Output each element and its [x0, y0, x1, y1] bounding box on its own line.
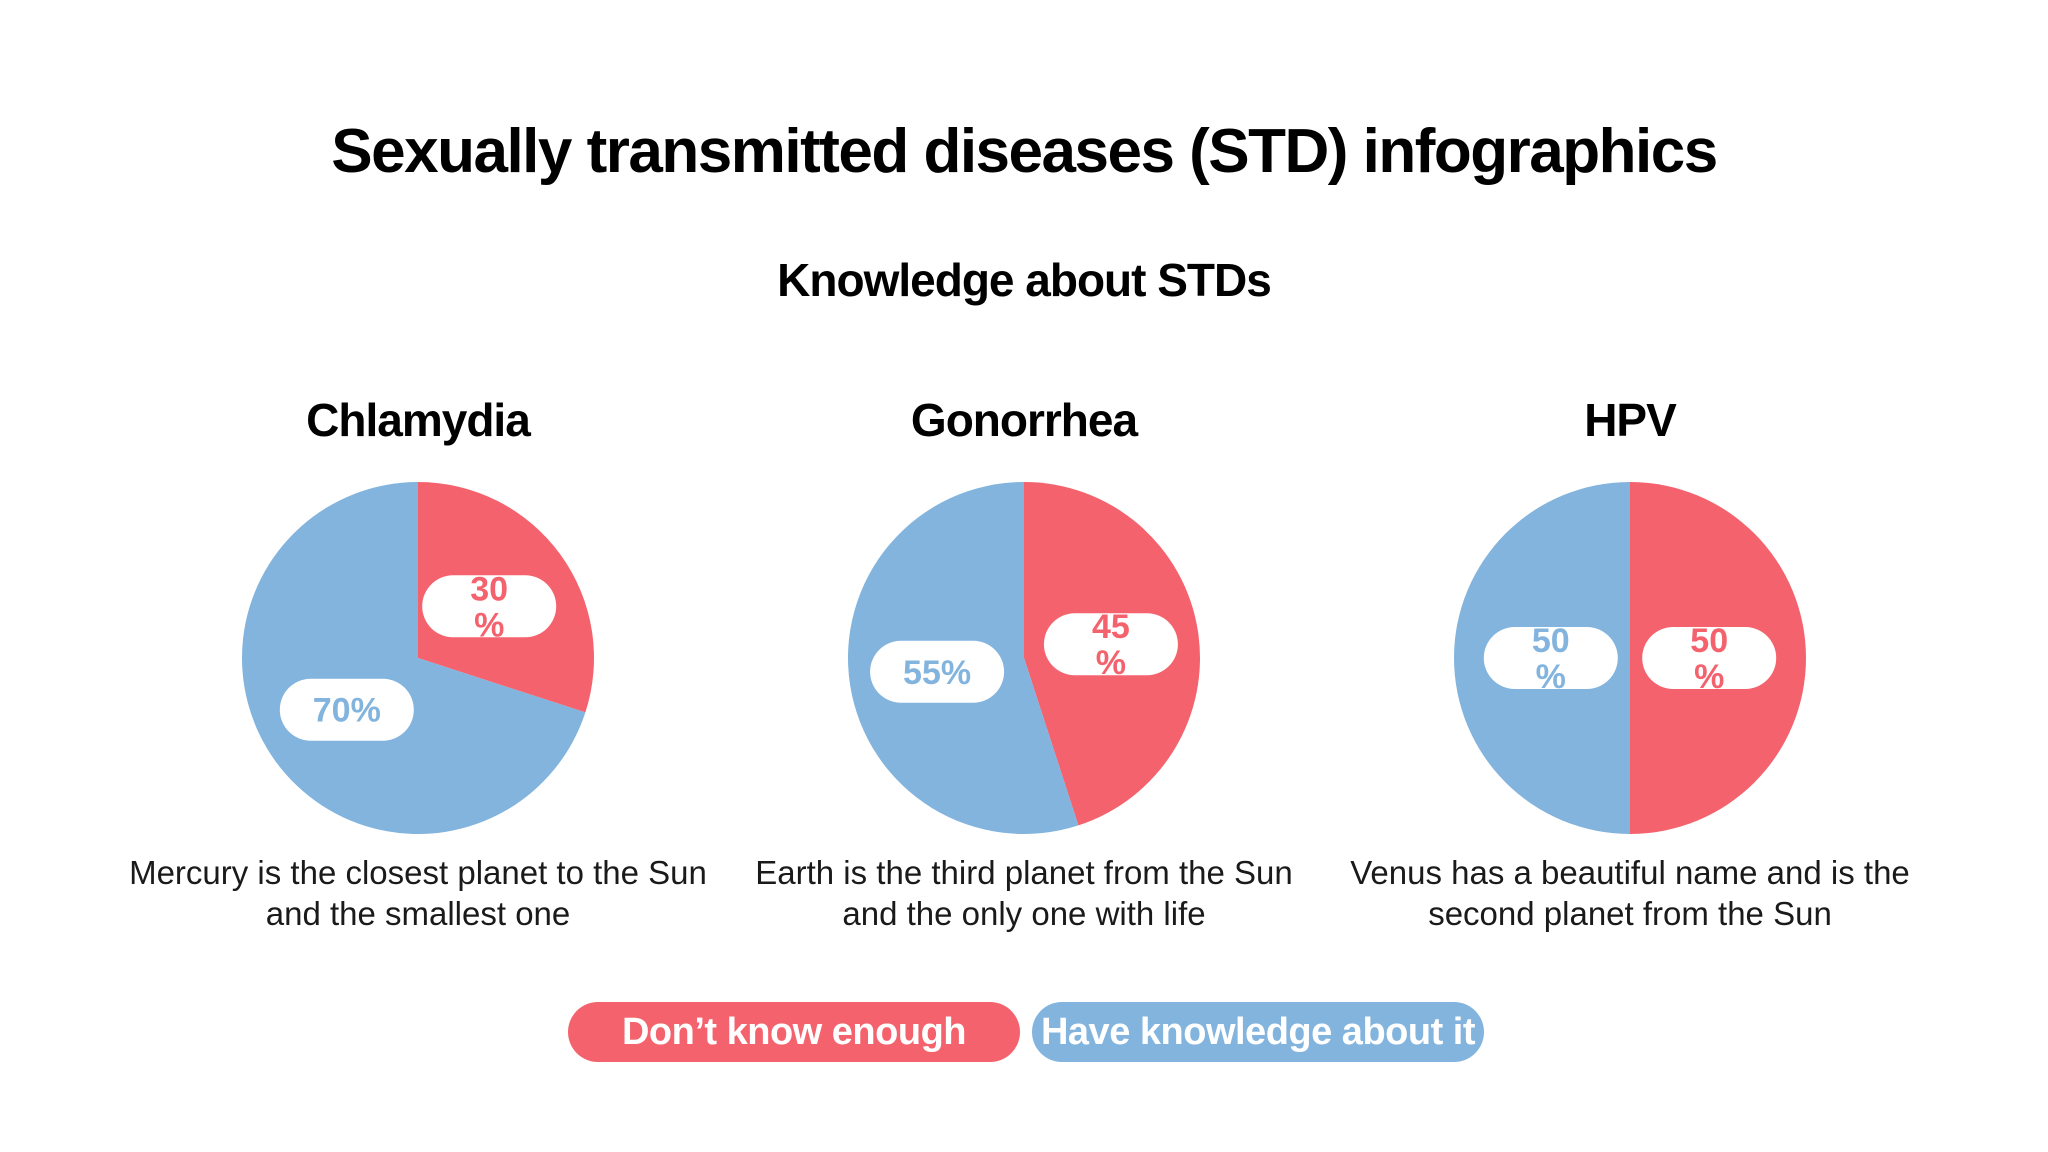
- chart-title: Gonorrhea: [910, 394, 1138, 446]
- data-label-have-knowledge: 55%: [870, 640, 1005, 703]
- chart-title: Chlamydia: [306, 394, 531, 446]
- data-label-text: 45%: [1092, 608, 1130, 682]
- data-label-have-knowledge: 50%: [1483, 622, 1618, 696]
- legend-dont-know: Don’t know enough: [568, 1002, 1020, 1062]
- data-label-text: 30%: [470, 570, 508, 644]
- data-label-bg: [279, 678, 414, 741]
- page-subtitle: Knowledge about STDs: [777, 254, 1272, 306]
- data-label-bg: [870, 640, 1005, 703]
- data-label-bg: [1043, 613, 1178, 676]
- data-label-have-knowledge: 70%: [279, 678, 414, 741]
- slice-have-knowledge: [242, 482, 586, 834]
- data-label-text: 55%: [903, 654, 971, 692]
- pie-chart: 45 % 55%: [848, 482, 1200, 834]
- pie-chart: 50 % 50%: [1454, 482, 1806, 834]
- data-label-bg: [1483, 627, 1618, 689]
- chart-chlamydia: Chlamydia 30% 70% Mercury is the closest …: [118, 380, 718, 940]
- data-label-text: 70%: [313, 692, 381, 730]
- chart-hpv: HPV 50% 50% Venus has a beautiful name an…: [1330, 380, 1930, 940]
- chart-description: Venus has a beautiful name and is the se…: [1350, 854, 1910, 932]
- data-label-dont-know: 30%: [422, 570, 557, 644]
- chart-description: Earth is the third planet from the Sun a…: [755, 854, 1293, 932]
- chart-title: HPV: [1584, 394, 1677, 446]
- chart-description: Mercury is the closest planet to the Sun…: [129, 854, 707, 932]
- data-label-dont-know: 50%: [1642, 622, 1777, 696]
- data-label-dont-know: 45%: [1043, 608, 1178, 682]
- data-label-bg: [422, 575, 557, 638]
- page-title: Sexually transmitted diseases (STD) info…: [331, 117, 1718, 186]
- data-label-bg: [1642, 627, 1777, 689]
- legend-have-knowledge: Have knowledge about it: [1032, 1002, 1484, 1062]
- data-label-text: 50%: [1532, 622, 1570, 696]
- data-label-text: 50%: [1690, 622, 1728, 696]
- chart-gonorrhea: Gonorrhea 45% 55% Earth is the third plan…: [724, 380, 1324, 940]
- pie-chart: 30 % 70%: [242, 482, 594, 834]
